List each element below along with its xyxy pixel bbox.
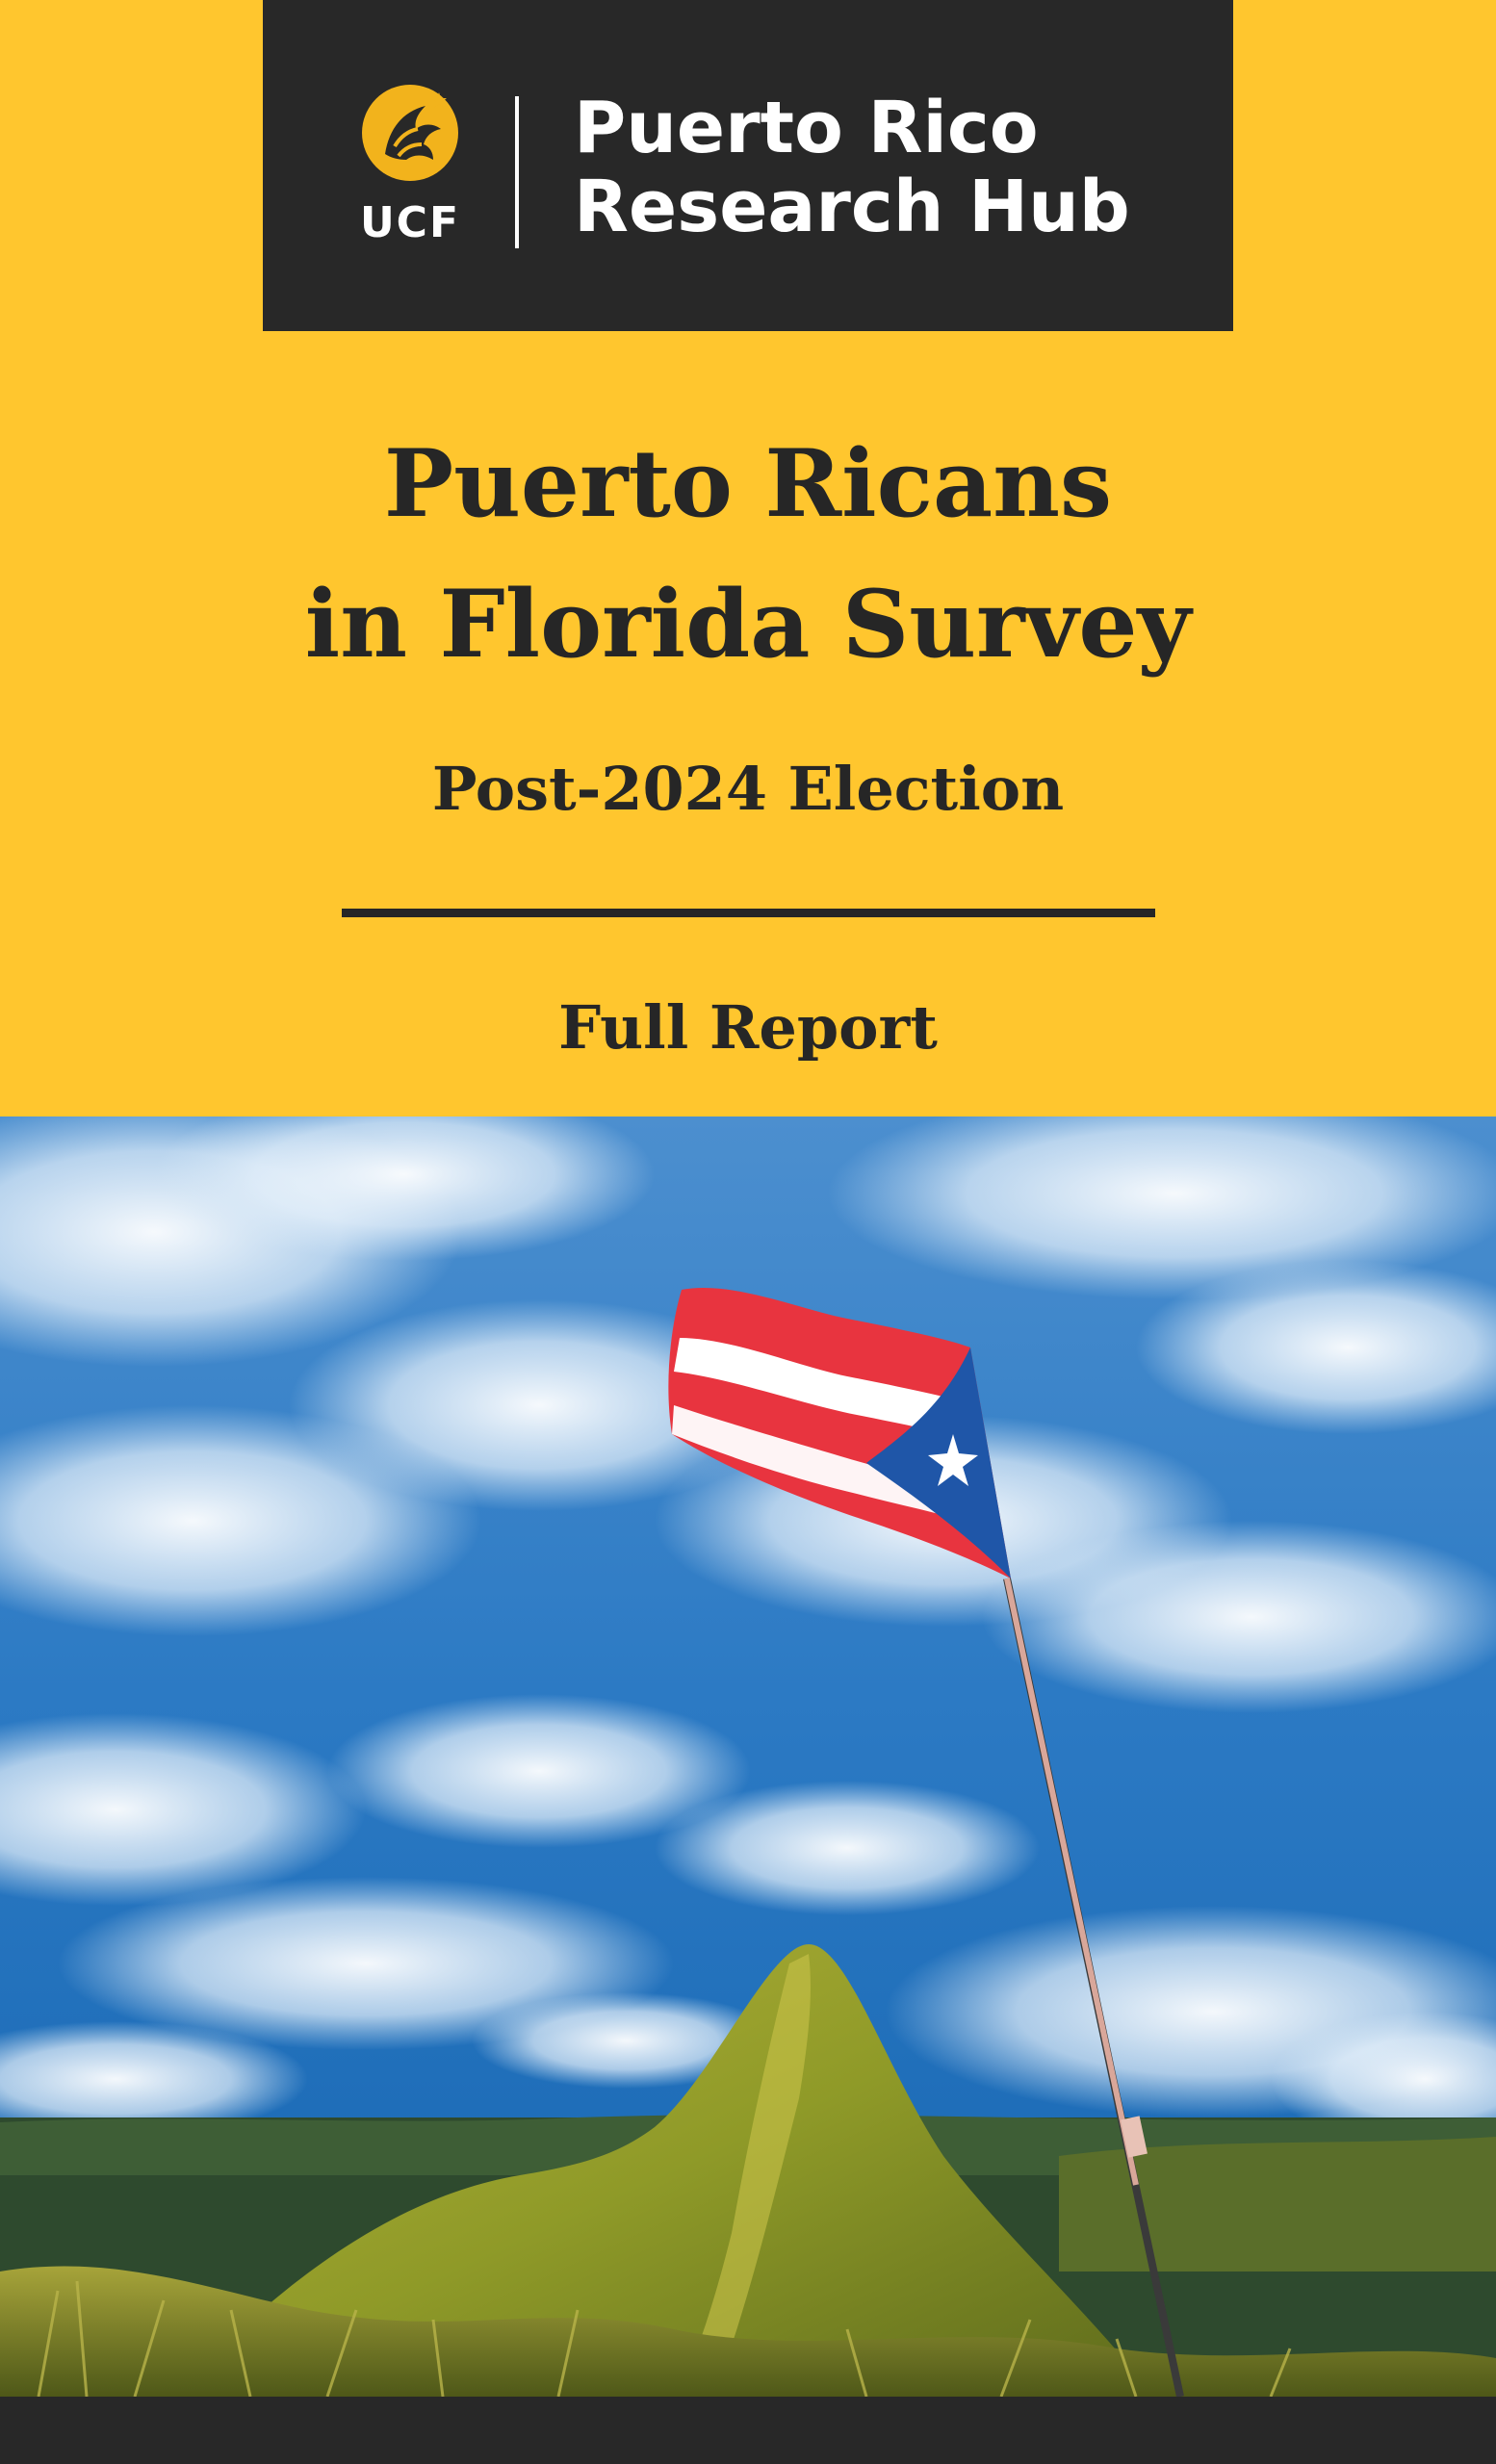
- pegasus-icon: [362, 85, 458, 181]
- title-divider: [342, 909, 1155, 917]
- puerto-rico-flag-icon: [668, 1287, 1011, 1578]
- hub-name-line-2: Research Hub: [574, 166, 1130, 248]
- hub-name-line-1: Puerto Rico: [574, 87, 1039, 169]
- page-title: Puerto Ricans in Florida Survey: [0, 414, 1496, 695]
- page-subtitle: Post-2024 Election: [431, 754, 1065, 824]
- report-label: Full Report: [558, 992, 938, 1063]
- ucf-wordmark: UCF: [359, 198, 461, 247]
- logo-divider: [515, 96, 519, 248]
- title-line-2: in Florida Survey: [304, 570, 1192, 679]
- puerto-rico-flag-on-mountain-photo: [0, 1116, 1496, 2397]
- bottom-strip: [0, 2397, 1496, 2464]
- hub-name: Puerto Rico Research Hub: [574, 89, 1130, 246]
- title-line-1: Puerto Ricans: [383, 429, 1113, 538]
- cover-header: UCF Puerto Rico Research Hub Puerto Rica…: [0, 0, 1496, 1116]
